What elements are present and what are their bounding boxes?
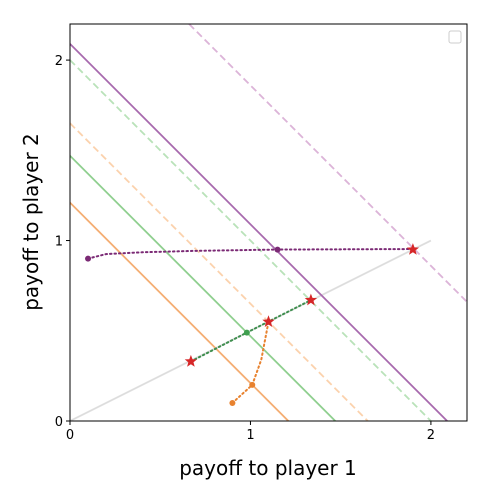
series-line — [70, 122, 369, 421]
y-tick-label: 1 — [55, 235, 63, 250]
axes-frame — [69, 23, 468, 422]
star-marker — [406, 243, 419, 255]
star-marker — [262, 315, 275, 327]
dot-marker — [274, 246, 281, 253]
legend — [448, 30, 462, 44]
series-line — [87, 248, 414, 260]
y-axis-label: payoff to player 2 — [19, 133, 43, 311]
y-tick-label: 0 — [55, 415, 63, 430]
series-line — [70, 43, 448, 421]
y-tick-label: 2 — [55, 54, 63, 69]
star-marker — [184, 354, 198, 367]
dot-marker — [229, 399, 236, 406]
dot-marker — [85, 255, 92, 262]
dot-marker — [249, 381, 256, 388]
series-line — [70, 155, 336, 421]
dot-marker — [243, 329, 250, 336]
plot-area — [70, 24, 467, 421]
series-line — [188, 24, 467, 303]
x-tick-label: 2 — [427, 428, 435, 443]
x-axis-label: payoff to player 1 — [179, 456, 357, 480]
series-line — [189, 299, 312, 363]
series-line — [70, 59, 432, 421]
x-tick-label: 0 — [66, 428, 74, 443]
star-marker — [304, 293, 318, 306]
x-tick-label: 1 — [246, 428, 254, 443]
series-line — [70, 202, 289, 421]
series-line — [231, 320, 270, 404]
